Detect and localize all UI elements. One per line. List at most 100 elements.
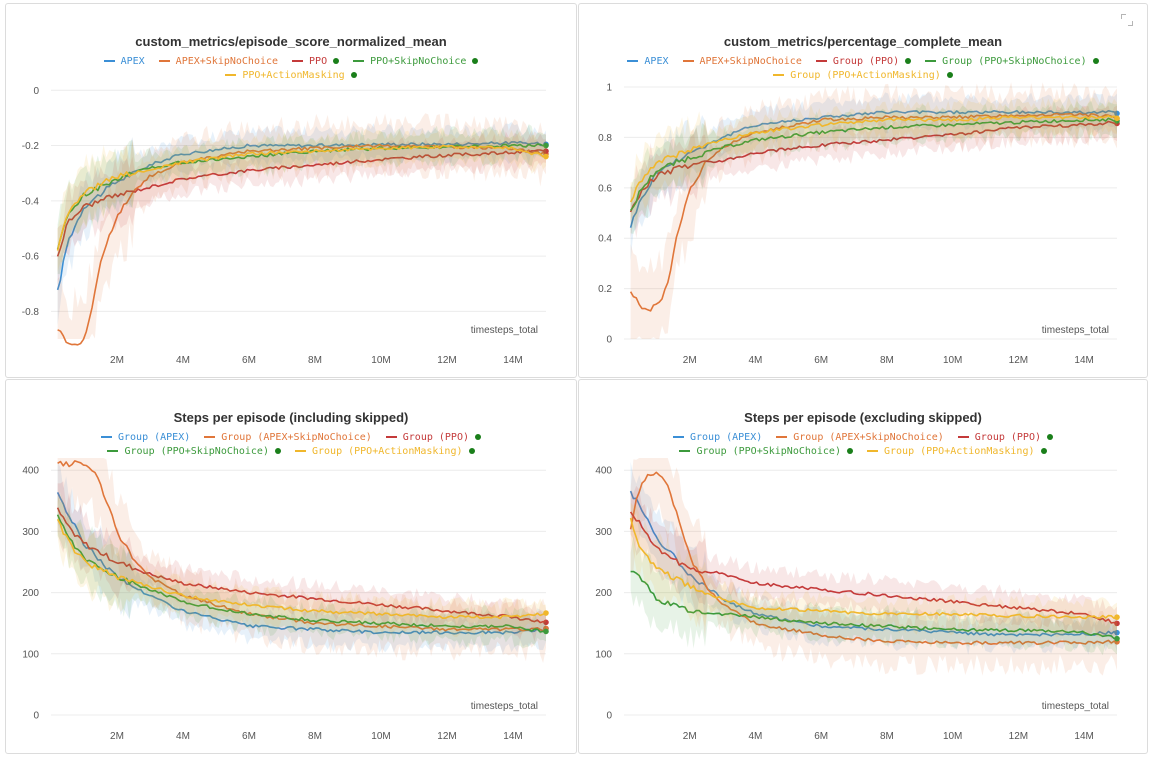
legend-label: APEX+SkipNoChoice bbox=[699, 56, 802, 67]
chart-panel-score: 0 -0.2 -0.4 -0.6 -0.8 2M 4M 6M 8M 10M 12M 14M timest… bbox=[5, 3, 577, 378]
legend-swatch bbox=[353, 60, 365, 62]
legend-item[interactable]: Group (APEX) bbox=[673, 431, 762, 445]
x-tick-label: 2M bbox=[683, 355, 697, 366]
series-end-point bbox=[543, 148, 549, 154]
legend-label: APEX+SkipNoChoice bbox=[175, 56, 279, 67]
legend-item[interactable]: Group (PPO) bbox=[385, 431, 481, 445]
legend-item[interactable]: APEX bbox=[627, 55, 669, 69]
x-tick-label: 6M bbox=[814, 355, 828, 366]
legend-item[interactable]: Group (PPO+SkipNoChoice) bbox=[925, 55, 1099, 69]
x-tick-label: 14M bbox=[1074, 355, 1093, 366]
legend-item[interactable]: PPO+SkipNoChoice bbox=[353, 55, 479, 69]
legend-item[interactable]: APEX bbox=[103, 55, 145, 69]
x-tick-label: 12M bbox=[437, 731, 456, 742]
x-tick-label: 6M bbox=[242, 731, 256, 742]
legend-run-status-dot bbox=[468, 448, 475, 454]
chart-panel-steps-excluding: 0 100 200 300 400 2M 4M 6M 8M 10M 12M 14M timesteps_… bbox=[578, 379, 1148, 754]
y-tick-label: -0.8 bbox=[22, 307, 40, 318]
series-end-point bbox=[543, 610, 549, 616]
y-tick-label: 400 bbox=[22, 466, 39, 477]
legend-label: Group (PPO) bbox=[402, 432, 469, 443]
x-tick-label: 2M bbox=[683, 731, 697, 742]
legend-label: Group (PPO+SkipNoChoice) bbox=[124, 446, 269, 457]
series-band bbox=[57, 461, 546, 654]
legend-run-status-dot bbox=[1040, 448, 1047, 454]
legend-swatch bbox=[204, 436, 216, 438]
legend-label: PPO+SkipNoChoice bbox=[370, 56, 467, 67]
series-end-point bbox=[543, 153, 549, 160]
legend-swatch bbox=[385, 436, 397, 438]
chart-title: Steps per episode (excluding skipped) bbox=[744, 410, 982, 425]
legend-swatch bbox=[158, 60, 170, 62]
y-tick-label: 100 bbox=[595, 649, 612, 660]
series-band bbox=[57, 130, 546, 285]
chart-legend: APEX APEX+SkipNoChoice Group (PPO) Group (P… bbox=[619, 55, 1107, 83]
y-tick-label: 0 bbox=[33, 86, 39, 97]
legend-label: APEX bbox=[644, 56, 669, 67]
legend-label: Group (PPO+ActionMasking) bbox=[883, 446, 1035, 457]
y-tick-label: 0.8 bbox=[598, 133, 612, 144]
legend-run-status-dot bbox=[333, 58, 340, 64]
legend-swatch bbox=[101, 436, 112, 438]
legend-item[interactable]: PPO bbox=[292, 55, 340, 69]
chart-legend: APEX APEX+SkipNoChoice PPO PPO+SkipNoChoice… bbox=[46, 55, 536, 83]
x-tick-label: 2M bbox=[110, 355, 124, 366]
series-line bbox=[629, 511, 1118, 625]
x-tick-label: 14M bbox=[1074, 731, 1093, 742]
x-tick-label: 8M bbox=[308, 355, 322, 366]
legend-swatch bbox=[776, 436, 788, 438]
y-tick-label: 0.4 bbox=[598, 234, 612, 245]
legend-swatch bbox=[107, 450, 119, 452]
legend-swatch bbox=[673, 436, 684, 438]
y-tick-label: 100 bbox=[22, 649, 39, 660]
series-end-point bbox=[543, 628, 549, 635]
y-tick-label: -0.4 bbox=[22, 196, 40, 207]
y-tick-label: -0.6 bbox=[22, 252, 40, 263]
legend-swatch bbox=[103, 60, 115, 62]
legend-swatch bbox=[627, 60, 639, 62]
legend-item[interactable]: Group (PPO) bbox=[815, 55, 912, 69]
legend-item[interactable]: Group (PPO+SkipNoChoice) bbox=[679, 445, 853, 459]
expand-icon[interactable] bbox=[1121, 14, 1133, 26]
series-line bbox=[629, 117, 1118, 211]
legend-item[interactable]: APEX+SkipNoChoice bbox=[158, 55, 279, 69]
legend-run-status-dot bbox=[946, 72, 953, 78]
legend-item[interactable]: Group (PPO) bbox=[957, 431, 1053, 445]
legend-item[interactable]: APEX+SkipNoChoice bbox=[682, 55, 802, 69]
chart-panel-percentage: 0 0.2 0.4 0.6 0.8 1 2M 4M 6M 8M 10M 12M 14M timesteps… bbox=[578, 3, 1148, 378]
legend-label: Group (PPO) bbox=[832, 56, 900, 67]
legend-swatch bbox=[682, 60, 694, 62]
legend-swatch bbox=[294, 450, 306, 452]
x-axis-label: timesteps_total bbox=[1042, 325, 1109, 336]
x-axis-label: timesteps_total bbox=[471, 325, 538, 336]
legend-run-status-dot bbox=[350, 72, 357, 78]
legend-item[interactable]: Group (PPO+ActionMasking) bbox=[866, 445, 1047, 459]
chart-title: custom_metrics/episode_score_normalized_… bbox=[135, 34, 447, 49]
x-tick-label: 2M bbox=[110, 731, 124, 742]
series-band bbox=[57, 113, 546, 339]
legend-label: Group (PPO+ActionMasking) bbox=[311, 446, 463, 457]
series-line bbox=[630, 570, 1117, 640]
legend-swatch bbox=[866, 450, 878, 452]
series-line bbox=[629, 115, 1118, 203]
legend-item[interactable]: Group (APEX) bbox=[101, 431, 190, 445]
y-tick-label: 400 bbox=[595, 466, 612, 477]
legend-run-status-dot bbox=[472, 58, 479, 64]
series-band bbox=[630, 105, 1117, 239]
series-line bbox=[629, 112, 1118, 312]
x-tick-label: 8M bbox=[880, 731, 894, 742]
steps-excluding-chart: 0 100 200 300 400 2M 4M 6M 8M 10M 12M 14M timesteps_… bbox=[595, 458, 1120, 742]
legend-item[interactable]: PPO+ActionMasking bbox=[225, 69, 357, 83]
series-line bbox=[56, 144, 547, 251]
legend-item[interactable]: Group (PPO+ActionMasking) bbox=[294, 445, 475, 459]
legend-item[interactable]: Group (APEX+SkipNoChoice) bbox=[776, 431, 944, 445]
series-band bbox=[57, 493, 546, 649]
legend-item[interactable]: Group (PPO+SkipNoChoice) bbox=[107, 445, 281, 459]
legend-item[interactable]: Group (PPO+ActionMasking) bbox=[773, 69, 953, 83]
legend-label: APEX bbox=[120, 56, 145, 67]
series-end-point bbox=[1114, 614, 1120, 620]
chart-legend: Group (APEX) Group (APEX+SkipNoChoice) Gro… bbox=[46, 431, 536, 459]
legend-item[interactable]: Group (APEX+SkipNoChoice) bbox=[204, 431, 372, 445]
legend-label: PPO+ActionMasking bbox=[242, 70, 345, 81]
